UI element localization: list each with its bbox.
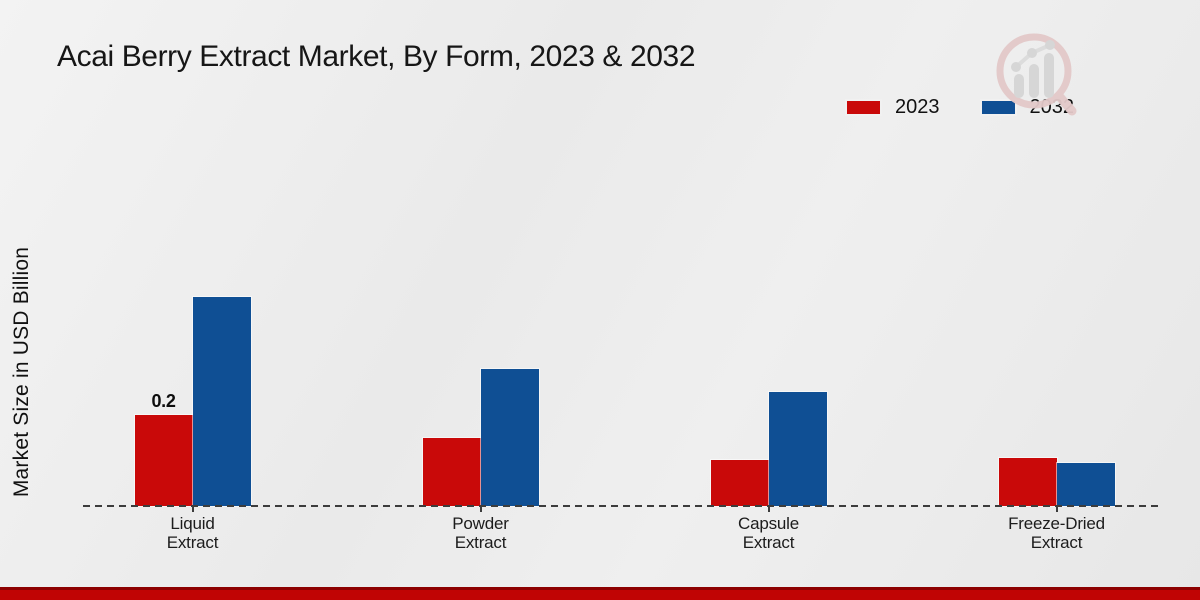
axis-tick bbox=[191, 507, 194, 512]
magnifier-bar-chart-logo-icon bbox=[996, 33, 1077, 116]
category-label-capsule-extract: Capsule Extract bbox=[738, 514, 799, 552]
plot-area: 0.2 bbox=[134, 0, 1115, 506]
legend-label-2023: 2023 bbox=[895, 96, 940, 118]
bar-2023-capsule-extract bbox=[710, 460, 769, 506]
bar-2032-capsule-extract bbox=[768, 392, 827, 506]
bar-2023-freeze-dried-extract bbox=[998, 458, 1057, 506]
x-axis-baseline bbox=[83, 505, 1163, 507]
footer-accent-bar bbox=[0, 587, 1200, 600]
bar-value-label: 0.2 bbox=[151, 391, 176, 411]
bar-2023-liquid-extract bbox=[134, 415, 193, 506]
bar-2032-powder-extract bbox=[480, 369, 539, 506]
category-label-freeze-dried-extract: Freeze-Dried Extract bbox=[1008, 514, 1105, 552]
axis-tick bbox=[479, 507, 482, 512]
bar-group-capsule-extract bbox=[710, 0, 827, 506]
category-label-powder-extract: Powder Extract bbox=[452, 514, 509, 552]
bar-group-liquid-extract: 0.2 bbox=[134, 0, 251, 506]
bar-group-powder-extract bbox=[422, 0, 539, 506]
bar-group-freeze-dried-extract bbox=[998, 0, 1115, 506]
axis-tick bbox=[1055, 507, 1058, 512]
axis-tick bbox=[767, 507, 770, 512]
chart-title: Acai Berry Extract Market, By Form, 2023… bbox=[57, 40, 696, 73]
legend-color-2032-icon bbox=[979, 99, 1017, 116]
category-label-liquid-extract: Liquid Extract bbox=[166, 514, 219, 552]
legend-color-2023-icon bbox=[845, 99, 882, 116]
legend-item-2023: 2023 bbox=[845, 96, 940, 119]
bar-2032-freeze-dried-extract bbox=[1056, 463, 1115, 506]
bar-2032-liquid-extract bbox=[192, 297, 251, 506]
bar-2023-powder-extract bbox=[422, 438, 481, 506]
